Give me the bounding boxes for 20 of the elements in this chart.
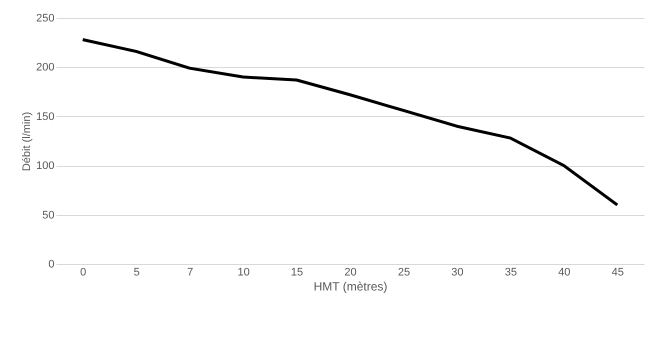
x-tick-label: 20 <box>344 266 357 278</box>
y-axis-title: Débit (l/min) <box>21 112 34 172</box>
x-tick-label: 30 <box>451 266 464 278</box>
y-tick-label: 150 <box>36 110 54 123</box>
x-tick-label: 35 <box>504 266 517 278</box>
y-tick-label: 200 <box>36 62 54 74</box>
x-tick-label: 0 <box>80 266 86 278</box>
x-tick-label: 25 <box>398 266 410 278</box>
x-tick-label: 7 <box>187 266 194 278</box>
line-series <box>81 38 619 206</box>
x-tick-label: 45 <box>612 266 624 278</box>
x-tick-label: 10 <box>237 266 250 278</box>
y-tick-label: 50 <box>42 209 54 222</box>
y-tick-label: 100 <box>36 160 54 172</box>
x-axis-title: HMT (mètres) <box>314 280 388 294</box>
x-tick-label: 15 <box>290 266 304 278</box>
y-tick-label: 250 <box>36 12 54 24</box>
x-tick-label: 40 <box>558 266 570 278</box>
y-tick-label: 0 <box>48 258 54 270</box>
x-tick-label: 5 <box>134 266 140 278</box>
